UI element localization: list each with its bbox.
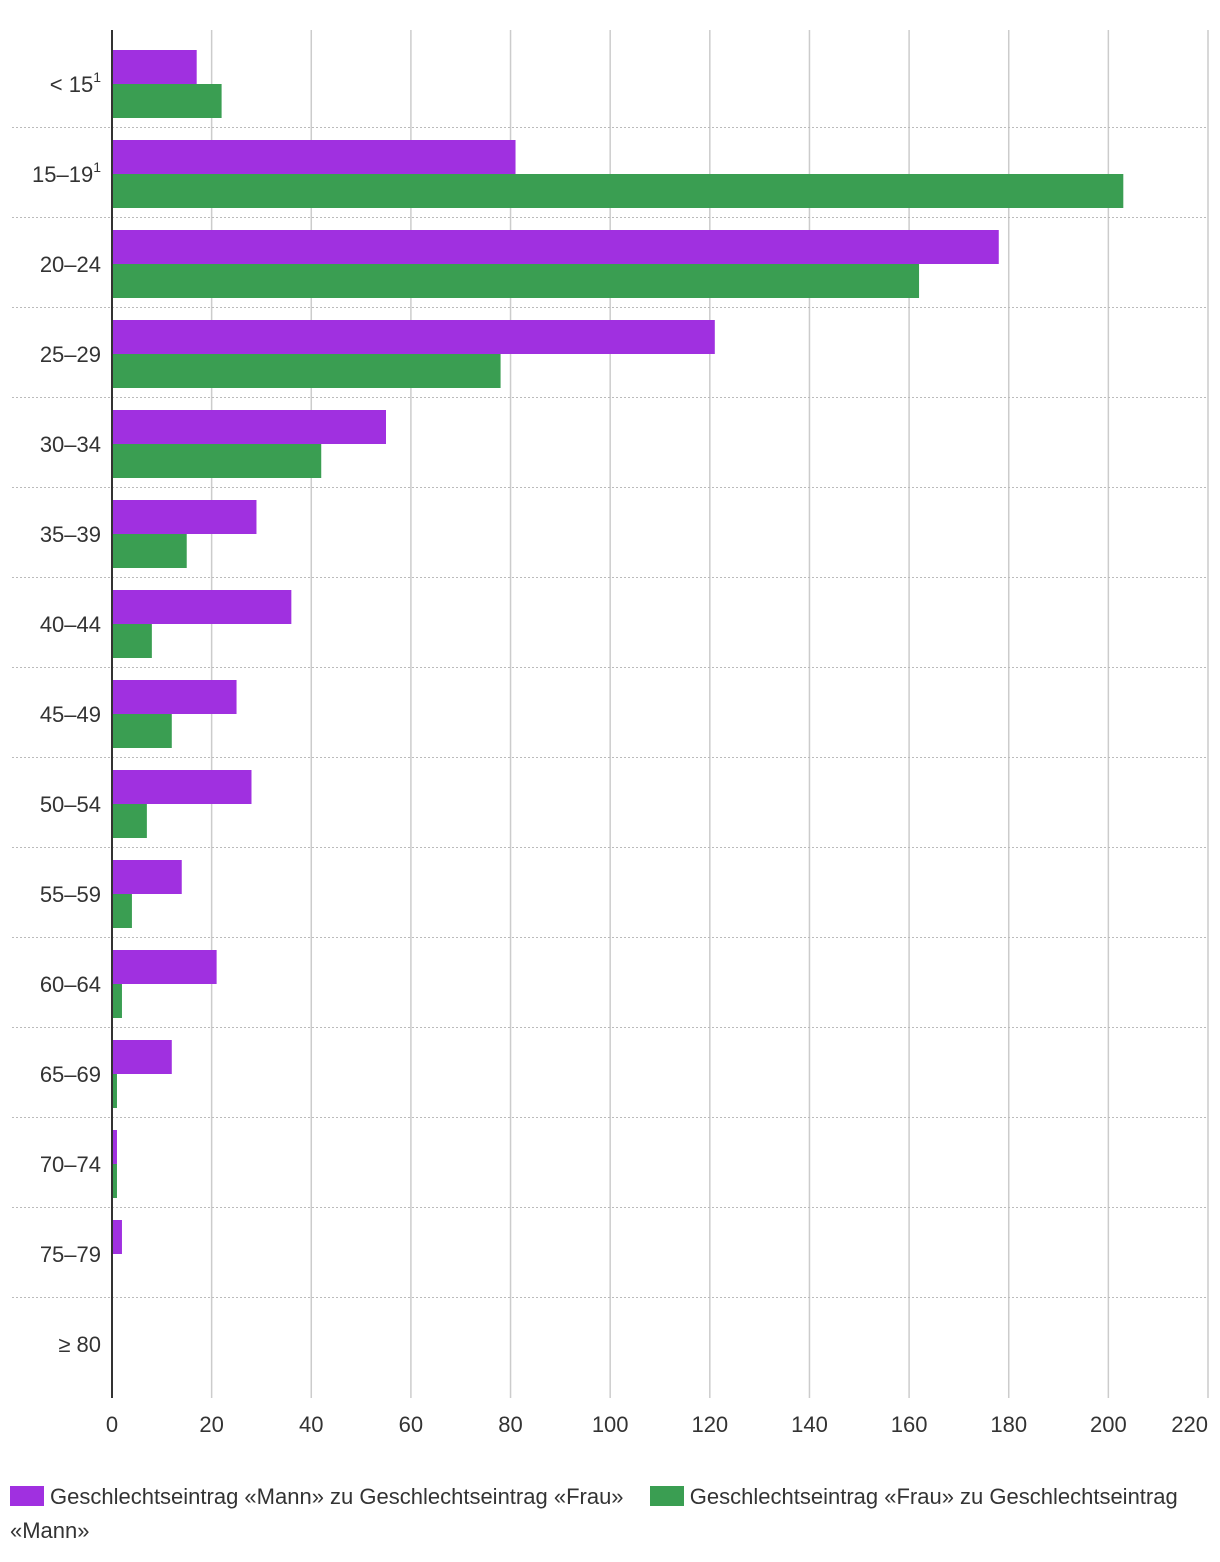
category-label: 30–34 (40, 432, 101, 457)
bar-mann-zu-frau (112, 500, 257, 534)
x-tick-label: 180 (990, 1412, 1027, 1437)
bar-frau-zu-mann (112, 984, 122, 1018)
bar-chart: < 151 15–191 20–24 25–29 30–34 35–39 40–44 45–4… (12, 30, 1209, 1437)
bar-frau-zu-mann (112, 714, 172, 748)
legend-item-frau-zu-mann: Geschlechtseintrag «Frau» zu Geschlechts… (10, 1484, 1178, 1543)
bar-frau-zu-mann (112, 804, 147, 838)
bar-mann-zu-frau (112, 860, 182, 894)
bar-frau-zu-mann (112, 1164, 117, 1198)
category-label: 75–79 (40, 1242, 101, 1267)
x-tick-label: 60 (399, 1412, 423, 1437)
bar-frau-zu-mann (112, 354, 501, 388)
bar-mann-zu-frau (112, 680, 237, 714)
category-label: 60–64 (40, 972, 101, 997)
bar-mann-zu-frau (112, 320, 715, 354)
bar-frau-zu-mann (112, 84, 222, 118)
category-label: 35–39 (40, 522, 101, 547)
bar-mann-zu-frau (112, 230, 999, 264)
category-label: 45–49 (40, 702, 101, 727)
category-label: 65–69 (40, 1062, 101, 1087)
bar-mann-zu-frau (112, 1040, 172, 1074)
category-label: 50–54 (40, 792, 101, 817)
x-tick-label: 140 (791, 1412, 828, 1437)
bar-frau-zu-mann (112, 174, 1124, 208)
category-separators (12, 127, 1208, 1298)
legend-label-frau-zu-mann: Geschlechtseintrag «Frau» zu Geschlechts… (10, 1484, 1178, 1543)
bar-mann-zu-frau (112, 1130, 117, 1164)
x-tick-label: 40 (299, 1412, 323, 1437)
bar-frau-zu-mann (112, 1074, 117, 1108)
x-tick-label: 20 (199, 1412, 223, 1437)
legend-swatch-frau-zu-mann (649, 1486, 684, 1506)
legend-item-mann-zu-frau: Geschlechtseintrag «Mann» zu Geschlechts… (10, 1484, 630, 1509)
x-tick-label: 0 (106, 1412, 118, 1437)
bar-mann-zu-frau (112, 950, 217, 984)
bar-frau-zu-mann (112, 534, 187, 568)
category-label: 70–74 (40, 1152, 101, 1177)
category-label: 20–24 (40, 252, 101, 277)
category-label: 55–59 (40, 882, 101, 907)
x-tick-label: 120 (691, 1412, 728, 1437)
x-tick-label: 80 (498, 1412, 522, 1437)
x-tick-label: 200 (1090, 1412, 1127, 1437)
x-tick-labels: 0 20 40 60 80 100 120 140 160 180 200 220 (106, 1412, 1208, 1437)
bar-mann-zu-frau (112, 50, 197, 84)
category-label: 15–191 (32, 159, 101, 187)
legend-swatch-mann-zu-frau (10, 1486, 44, 1506)
bar-frau-zu-mann (112, 264, 920, 298)
x-tick-label: 100 (592, 1412, 629, 1437)
legend: Geschlechtseintrag «Mann» zu Geschlechts… (10, 1480, 1190, 1548)
bar-frau-zu-mann (112, 894, 132, 928)
category-label: 40–44 (40, 612, 101, 637)
bar-mann-zu-frau (112, 1220, 122, 1254)
category-label: 25–29 (40, 342, 101, 367)
bar-frau-zu-mann (112, 444, 322, 478)
x-tick-label: 160 (891, 1412, 928, 1437)
category-label: < 151 (50, 69, 101, 97)
bar-mann-zu-frau (112, 590, 292, 624)
bar-mann-zu-frau (112, 770, 252, 804)
legend-label-mann-zu-frau: Geschlechtseintrag «Mann» zu Geschlechts… (50, 1484, 624, 1509)
category-label: ≥ 80 (58, 1332, 101, 1357)
bars (112, 50, 1124, 1254)
bar-mann-zu-frau (112, 410, 386, 444)
x-tick-label: 220 (1171, 1412, 1208, 1437)
category-labels: < 151 15–191 20–24 25–29 30–34 35–39 40–44 45–4… (32, 69, 101, 1357)
bar-frau-zu-mann (112, 624, 152, 658)
bar-mann-zu-frau (112, 140, 516, 174)
